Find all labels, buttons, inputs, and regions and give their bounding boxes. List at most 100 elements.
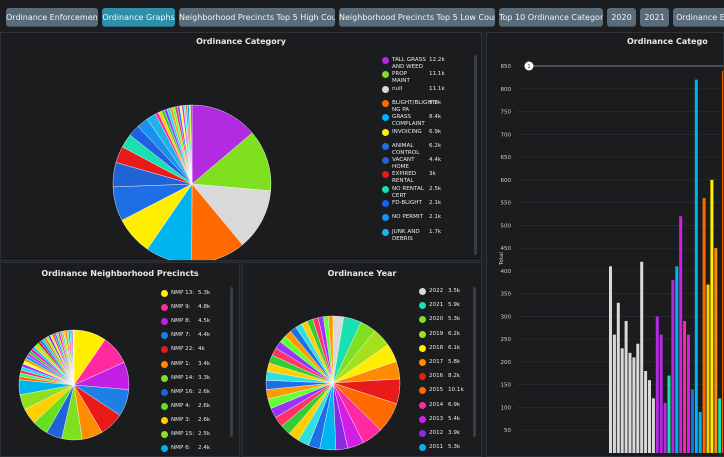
bar[interactable] bbox=[624, 320, 628, 453]
legend-swatch bbox=[419, 302, 426, 310]
bar[interactable] bbox=[714, 248, 718, 453]
legend-swatch bbox=[382, 128, 389, 136]
ordinance-category-panel: Ordinance Category TALL GRASS AND WEED 12… bbox=[0, 32, 482, 261]
legend-value: 2.5k bbox=[429, 185, 442, 192]
tab-ordinance-graphs[interactable]: Ordinance Graphs bbox=[102, 8, 175, 27]
legend-value: 4k bbox=[198, 346, 205, 353]
legend-label: EXPIRED RENTAL bbox=[392, 171, 417, 185]
ordinance-category-slice[interactable] bbox=[191, 183, 243, 261]
bar[interactable] bbox=[663, 402, 667, 453]
bar[interactable] bbox=[648, 380, 651, 453]
legend-swatch bbox=[419, 373, 426, 381]
bar[interactable] bbox=[628, 352, 632, 453]
bar[interactable] bbox=[690, 389, 694, 453]
y-tick-label: 250 bbox=[501, 337, 512, 343]
legend-value: 2.6k bbox=[198, 388, 211, 395]
bar[interactable] bbox=[644, 371, 648, 453]
bar[interactable] bbox=[706, 284, 710, 453]
neighborhood-precincts-legend-scrollbar[interactable] bbox=[230, 287, 233, 437]
bar[interactable] bbox=[687, 334, 690, 453]
bar[interactable] bbox=[694, 79, 698, 454]
ordinance-category-bar-panel: Ordinance Catego 850 800 750 700 650 600 550 50… bbox=[486, 32, 724, 457]
ordinance-year-legend-scrollbar[interactable] bbox=[473, 287, 476, 437]
legend-value: 5.4k bbox=[448, 415, 461, 422]
tab-2021[interactable]: 2021 bbox=[640, 8, 669, 27]
y-tick-label: 750 bbox=[501, 110, 512, 116]
ordinance-category-slice[interactable] bbox=[191, 104, 253, 185]
ordinance-category-slice[interactable] bbox=[190, 104, 193, 185]
legend-label: null bbox=[392, 85, 403, 92]
bar[interactable] bbox=[671, 279, 675, 453]
ordinance-category-bar-chart[interactable]: 850 800 750 700 650 600 550 500 450 400 350 300 250 2… bbox=[487, 33, 724, 457]
legend-swatch bbox=[161, 318, 168, 326]
legend-value: 6.2k bbox=[448, 330, 461, 337]
legend-value: 3.5k bbox=[448, 288, 461, 294]
bar[interactable] bbox=[718, 398, 722, 453]
tab-ordinance-enforcement[interactable]: Ordinance Enforcement bbox=[6, 8, 98, 27]
legend-swatch bbox=[161, 431, 168, 438]
tab-top-10-ordinance-category[interactable]: Top 10 Ordinance Category bbox=[499, 8, 603, 27]
ordinance-category-pie[interactable] bbox=[1, 33, 482, 261]
legend-swatch bbox=[419, 415, 426, 423]
legend-value: 10.1k bbox=[448, 387, 464, 394]
bar[interactable] bbox=[636, 343, 640, 453]
legend-label: NMP 9: bbox=[171, 304, 191, 311]
ordinance-category-legend-scrollbar[interactable] bbox=[474, 55, 477, 255]
y-tick-label: 300 bbox=[501, 314, 512, 320]
bar[interactable] bbox=[651, 398, 655, 453]
ordinance-year-slice[interactable] bbox=[328, 315, 334, 384]
ordinance-year-pie[interactable] bbox=[243, 263, 482, 457]
bar[interactable] bbox=[698, 412, 702, 453]
legend-value: 8.2k bbox=[448, 373, 461, 380]
legend-label: NO RENTAL CERT bbox=[392, 185, 424, 199]
legend-value: 2.4k bbox=[198, 445, 211, 452]
legend-label: PROP MAINT bbox=[392, 71, 410, 85]
legend-swatch bbox=[382, 114, 389, 122]
tab-2020[interactable]: 2020 bbox=[607, 8, 636, 27]
tab-ordinance-en[interactable]: Ordinance En bbox=[673, 8, 724, 27]
bar-chart-title: Ordinance Catego bbox=[627, 37, 708, 46]
ordinance-category-slice[interactable] bbox=[191, 183, 271, 246]
legend-label: 2019 bbox=[429, 330, 444, 337]
legend-value: 5.8k bbox=[448, 359, 461, 365]
tab-neighborhood-precincts-top-5-high-counts[interactable]: Neighborhood Precincts Top 5 High Counts bbox=[179, 8, 335, 27]
bar[interactable] bbox=[710, 179, 714, 453]
bar[interactable] bbox=[659, 334, 663, 453]
bar[interactable] bbox=[620, 348, 624, 453]
bar[interactable] bbox=[640, 261, 644, 453]
legend-label: JUNK AND DEBRIS bbox=[392, 228, 420, 242]
bar[interactable] bbox=[675, 266, 679, 453]
legend-label: 2012 bbox=[429, 430, 444, 436]
y-tick-label: 450 bbox=[501, 246, 512, 252]
bar[interactable] bbox=[683, 320, 687, 453]
legend-value: 11.1k bbox=[429, 71, 445, 78]
bar[interactable] bbox=[722, 70, 724, 453]
ordinance-category-slice[interactable] bbox=[191, 132, 272, 192]
ordinance-year-title: Ordinance Year bbox=[327, 269, 397, 278]
bar[interactable] bbox=[667, 375, 671, 453]
y-tick-label: 550 bbox=[501, 201, 512, 207]
legend-swatch bbox=[161, 346, 168, 354]
range-slider-handle[interactable] bbox=[524, 61, 534, 71]
bar[interactable] bbox=[612, 334, 616, 453]
bar[interactable] bbox=[616, 302, 620, 453]
legend-swatch bbox=[382, 99, 389, 107]
legend-value: 3k bbox=[429, 171, 436, 178]
neighborhood-precincts-pie[interactable] bbox=[1, 263, 240, 457]
neighborhood-precinct-slice[interactable] bbox=[72, 329, 75, 386]
legend-value: 2.1k bbox=[429, 200, 442, 206]
legend-swatch bbox=[382, 200, 389, 207]
ordinance-category-legend: TALL GRASS AND WEED 12.2k PROP MAINT 11.1k n… bbox=[382, 57, 472, 257]
y-tick-label: 850 bbox=[501, 64, 512, 70]
bar[interactable] bbox=[632, 357, 636, 453]
bar[interactable] bbox=[702, 198, 706, 453]
legend-label: 2021 bbox=[429, 302, 444, 309]
tab-neighborhood-precincts-top-5-low-counts[interactable]: Neighborhood Precincts Top 5 Low Counts bbox=[339, 8, 495, 27]
bar[interactable] bbox=[609, 266, 612, 453]
bar[interactable] bbox=[679, 216, 683, 453]
legend-swatch bbox=[161, 304, 168, 312]
legend-label: 2015 bbox=[429, 387, 444, 394]
legend-swatch bbox=[161, 374, 168, 382]
bar[interactable] bbox=[655, 316, 659, 453]
legend-label: NMP 3: bbox=[171, 416, 191, 423]
